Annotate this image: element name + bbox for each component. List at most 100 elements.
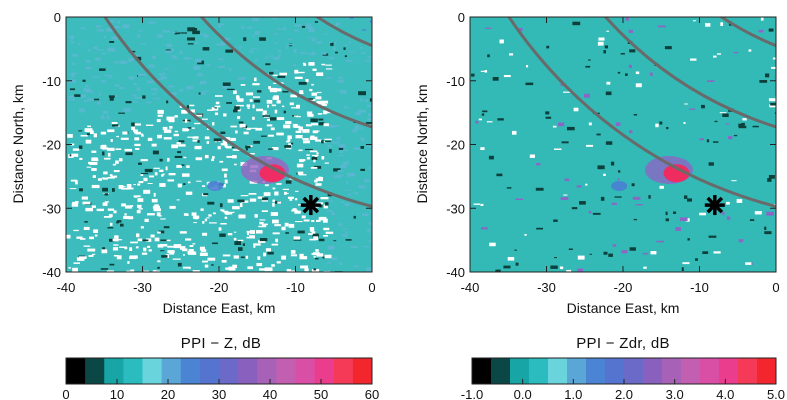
left-field-cell [84, 100, 87, 102]
right-field-cell [611, 162, 614, 166]
left-field-cell [296, 135, 303, 138]
right-field-cell [565, 179, 570, 182]
left-y-tick-label: -20 [42, 138, 61, 153]
left-colorbar-tick-label: 20 [161, 387, 175, 400]
left-field-cell [126, 188, 133, 190]
left-field-cell [133, 184, 135, 185]
left-field-cell [325, 163, 329, 164]
left-field-cell [233, 91, 237, 94]
left-field-cell [92, 185, 100, 188]
right-x-tick-label: -20 [614, 280, 633, 295]
left-field-cell [225, 217, 228, 219]
right-field-cell [625, 73, 628, 76]
left-field-cell [283, 125, 290, 129]
right-field-cell [558, 123, 564, 127]
left-field-cell [311, 123, 318, 125]
left-field-cell [327, 262, 332, 264]
left-field-cell [74, 262, 81, 264]
right-colorbar-tick-label: 3.0 [666, 387, 684, 400]
left-field-cell [361, 146, 365, 149]
left-field-cell [175, 156, 183, 158]
left-field-cell [158, 244, 164, 247]
left-field-cell [244, 132, 249, 135]
right-colorbar-swatch [719, 358, 738, 384]
right-field-cell [665, 46, 672, 49]
left-field-cell [205, 219, 207, 222]
left-field-cell [284, 111, 286, 114]
left-colorbar-swatch [85, 358, 105, 384]
left-field-cell [326, 68, 332, 69]
left-field-cell [288, 138, 291, 142]
right-field-cell [577, 269, 583, 272]
left-field-cell [219, 161, 223, 163]
left-colorbar-tick-label: 10 [110, 387, 124, 400]
left-field-cell [255, 214, 258, 218]
left-field-cell [337, 155, 345, 156]
left-field-cell [70, 36, 74, 39]
left-field-cell [110, 264, 115, 266]
left-field-cell [73, 230, 79, 231]
left-field-cell [228, 212, 235, 213]
left-field-cell [157, 34, 163, 37]
left-field-cell [91, 159, 98, 162]
right-field-cell [572, 22, 580, 26]
left-colorbar-swatch [315, 358, 335, 384]
left-field-cell [240, 124, 246, 128]
left-field-cell [300, 52, 308, 54]
left-colorbar-swatch [66, 358, 86, 384]
left-field-cell [328, 246, 335, 250]
left-field-cell [215, 95, 223, 97]
left-field-cell [73, 148, 79, 150]
left-field-cell [252, 35, 255, 36]
left-field-cell [105, 75, 113, 76]
left-field-cell [209, 222, 217, 223]
left-field-cell [282, 91, 288, 93]
left-field-cell [128, 58, 133, 62]
right-field-cell [660, 186, 664, 189]
left-field-cell [151, 235, 155, 238]
left-field-cell [202, 185, 205, 187]
left-field-cell [263, 115, 271, 117]
right-field-cell [715, 121, 718, 122]
left-field-cell [71, 154, 78, 157]
left-field-cell [304, 268, 308, 271]
left-field-cell [334, 175, 342, 177]
left-field-cell [112, 122, 118, 124]
left-field-cell [324, 139, 331, 140]
left-field-cell [272, 200, 275, 203]
left-field-cell [325, 141, 331, 142]
left-field-cell [136, 246, 139, 248]
left-field-cell [302, 216, 306, 219]
left-colorbar-title: PPI − Z, dB [181, 335, 261, 352]
left-field-cell [185, 119, 187, 123]
right-colorbar-swatch [605, 358, 624, 384]
left-field-cell [351, 246, 358, 248]
left-field-cell [276, 133, 284, 136]
left-field-cell [166, 167, 168, 171]
left-field-cell [138, 198, 144, 202]
left-field-cell [274, 95, 279, 96]
left-field-cell [347, 161, 349, 164]
right-field-cell [699, 213, 706, 216]
left-field-cell [290, 103, 294, 106]
left-field-cell [86, 60, 91, 63]
left-field-cell [360, 47, 362, 49]
left-field-cell [343, 228, 348, 229]
left-colorbar-swatch [123, 358, 143, 384]
right-field-cell [714, 251, 721, 253]
left-field-cell [319, 122, 325, 125]
left-field-cell [157, 260, 160, 262]
left-field-cell [237, 200, 244, 203]
right-field-cell [589, 123, 592, 126]
left-field-cell [268, 135, 274, 137]
left-field-cell [105, 201, 109, 202]
left-field-cell [103, 172, 107, 175]
left-field-cell [261, 136, 267, 137]
right-field-cell [666, 212, 668, 216]
left-field-cell [241, 26, 245, 29]
left-field-cell [96, 25, 101, 28]
left-field-cell [299, 90, 303, 94]
left-colorbar-tick-label: 40 [263, 387, 277, 400]
right-field-cell [713, 56, 716, 58]
left-field-cell [104, 36, 106, 39]
